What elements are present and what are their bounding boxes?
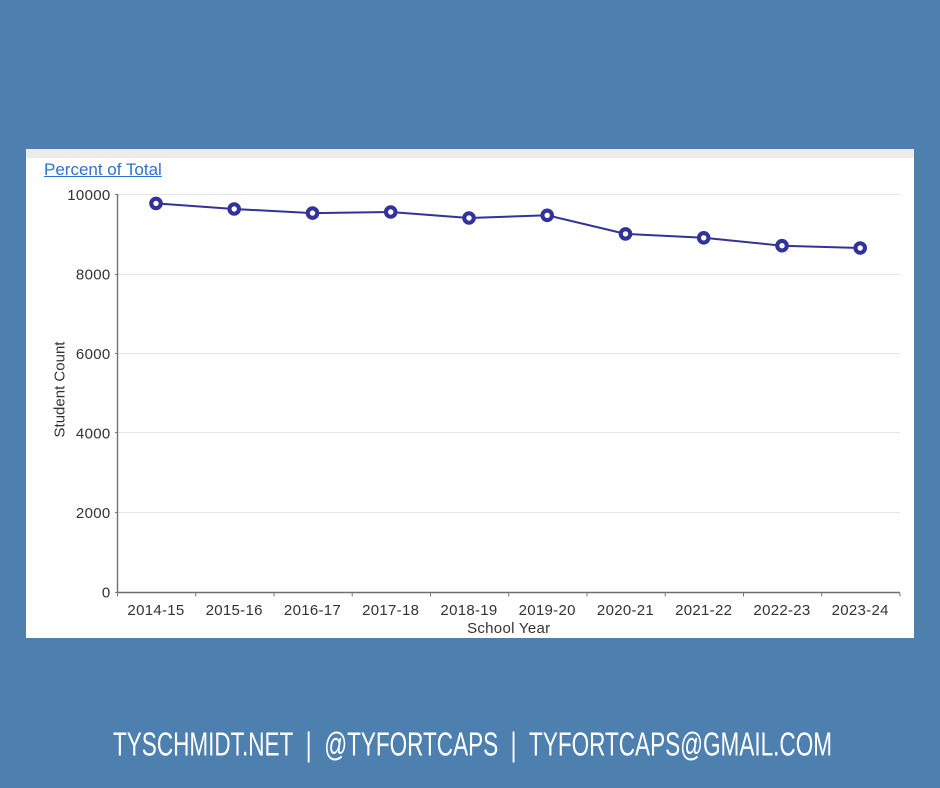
svg-text:2019-20: 2019-20 [519,602,576,619]
svg-text:6000: 6000 [76,346,111,363]
svg-text:2022-23: 2022-23 [753,602,810,619]
svg-text:School Year: School Year [467,620,550,637]
svg-text:8000: 8000 [76,266,111,283]
svg-text:Student Count: Student Count [52,341,69,438]
svg-text:2000: 2000 [76,505,111,522]
svg-text:TYSCHMIDT.NET | @TYFORTCAPS: TYSCHMIDT.NET | @TYFORTCAPS | TYFORTCAPS… [113,727,832,764]
svg-text:2021-22: 2021-22 [675,602,732,619]
svg-text:10000: 10000 [67,187,110,204]
svg-text:2015-16: 2015-16 [206,602,263,619]
svg-text:2017-18: 2017-18 [362,602,419,619]
svg-text:2020-21: 2020-21 [597,602,654,619]
svg-text:4000: 4000 [76,425,111,442]
svg-text:2018-19: 2018-19 [440,602,497,619]
svg-text:2014-15: 2014-15 [127,602,184,619]
svg-text:2023-24: 2023-24 [832,602,889,619]
svg-text:0: 0 [102,584,111,601]
svg-text:2016-17: 2016-17 [284,602,341,619]
